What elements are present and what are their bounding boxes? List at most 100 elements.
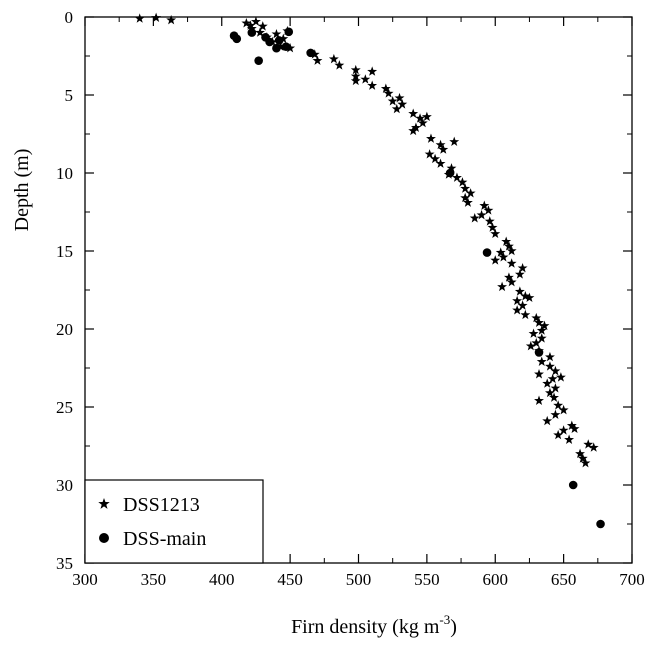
y-tick-label: 30	[56, 476, 73, 495]
data-point-star	[506, 258, 517, 268]
data-point-circle	[232, 34, 242, 44]
data-point-star	[166, 14, 177, 25]
data-point-circle	[445, 168, 455, 178]
data-point-star	[483, 205, 494, 215]
data-point-star	[367, 80, 378, 90]
data-point-star	[555, 372, 566, 382]
data-point-star	[387, 96, 398, 106]
data-point-star	[469, 213, 480, 223]
data-point-star	[380, 83, 391, 93]
data-point-star	[524, 292, 535, 303]
data-point-star	[534, 395, 544, 405]
data-point-star	[588, 442, 599, 452]
data-point-star	[462, 197, 473, 207]
data-point-star	[520, 309, 531, 320]
y-tick-label: 20	[56, 320, 73, 339]
data-point-star	[424, 149, 435, 159]
data-point-star	[542, 415, 553, 426]
data-point-circle	[534, 348, 544, 357]
data-point-star	[549, 392, 559, 402]
data-point-circle	[568, 480, 578, 490]
axes: 300 350 400 450 500 550 600 650 700 0 5 10 15 20 25 30 3…	[56, 8, 645, 589]
data-point-star	[536, 356, 547, 366]
y-tick-label: 25	[56, 398, 73, 417]
data-point-star	[525, 340, 536, 351]
data-point-star	[534, 317, 544, 327]
data-point-star	[503, 241, 514, 251]
data-point-star	[512, 295, 523, 306]
data-point-star	[490, 228, 501, 239]
data-point-star	[134, 13, 145, 23]
x-tick-label: 300	[72, 570, 98, 589]
data-point-star	[506, 245, 517, 256]
data-point-star	[415, 113, 425, 123]
data-point-star	[506, 277, 517, 287]
data-point-star	[465, 188, 476, 198]
data-point-star	[255, 27, 265, 37]
data-point-star	[394, 92, 405, 103]
data-point-star	[391, 103, 402, 114]
y-tick-label: 0	[65, 8, 74, 27]
data-point-circle	[596, 519, 605, 529]
legend-label: DSS-main	[123, 528, 206, 550]
data-point-star	[246, 23, 257, 33]
data-point-star	[566, 420, 577, 430]
data-point-star	[417, 117, 428, 128]
data-point-star	[542, 378, 553, 388]
x-tick-label: 600	[483, 570, 509, 589]
data-point-circle	[265, 37, 274, 47]
data-point-star	[278, 33, 289, 44]
data-point-star	[410, 122, 421, 132]
data-point-star	[328, 53, 339, 64]
data-point-star	[430, 153, 441, 164]
data-point-star	[501, 236, 512, 246]
data-point-star	[583, 439, 594, 449]
data-point-circle	[274, 36, 284, 45]
data-point-star	[435, 158, 446, 168]
x-axis-label: Firn density (kg m-3)	[291, 612, 457, 638]
data-point-star	[271, 28, 282, 39]
x-tick-label: 700	[619, 570, 645, 589]
data-point-star	[484, 216, 495, 226]
data-point-circle	[284, 27, 294, 37]
data-point-star	[350, 75, 361, 86]
data-point-circle	[306, 48, 315, 58]
data-point-star	[545, 351, 555, 362]
x-tick-label: 650	[551, 570, 577, 589]
data-point-star	[421, 111, 432, 122]
data-point-star	[564, 434, 575, 444]
series-dss-main	[229, 27, 605, 529]
data-point-star	[528, 328, 539, 338]
x-axis-label-main: Firn density (kg m	[291, 616, 440, 638]
data-point-star	[490, 255, 501, 265]
data-point-star	[334, 60, 345, 70]
data-point-star	[534, 369, 544, 379]
data-point-star	[497, 281, 508, 292]
data-point-star	[241, 18, 252, 28]
data-point-star	[545, 361, 555, 371]
plot-area	[134, 12, 605, 529]
y-tick-label: 5	[65, 86, 74, 105]
y-tick-label: 35	[56, 554, 73, 573]
data-point-star	[550, 365, 561, 376]
legend-box	[84, 479, 264, 564]
x-axis-label-superscript: -3	[439, 612, 450, 627]
data-point-star	[245, 20, 256, 30]
data-point-star	[575, 448, 585, 459]
x-tick-label: 350	[141, 570, 167, 589]
legend: DSS1213 DSS-main	[84, 479, 264, 564]
y-axis-label: Depth (m)	[11, 149, 33, 232]
data-point-star	[531, 312, 542, 323]
y-tick-label: 15	[56, 242, 73, 261]
data-point-star	[457, 177, 468, 187]
legend-marker-star	[98, 498, 110, 509]
data-point-star	[503, 272, 514, 282]
data-point-star	[553, 429, 564, 440]
data-point-star	[383, 88, 394, 98]
data-point-star	[569, 423, 580, 434]
data-point-star	[520, 291, 531, 301]
data-point-star	[517, 262, 528, 273]
data-point-star	[580, 457, 591, 468]
data-point-star	[558, 425, 569, 435]
